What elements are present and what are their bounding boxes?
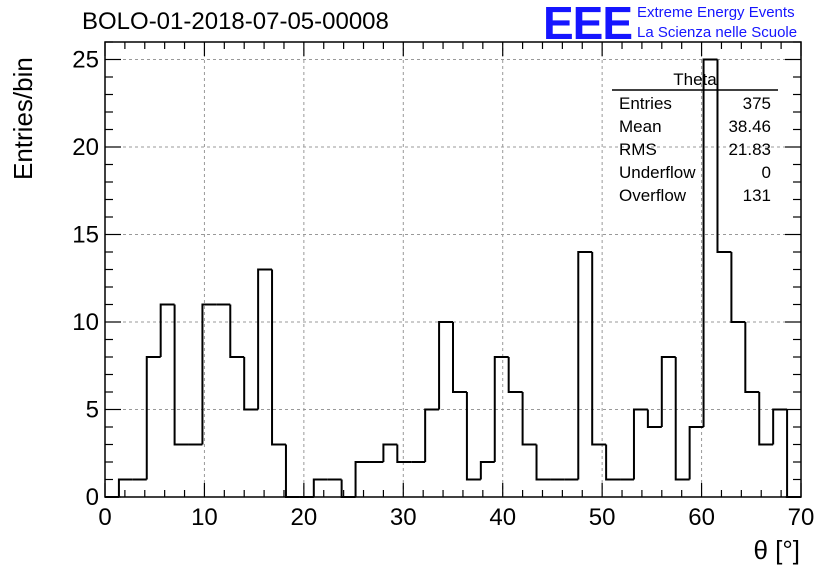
x-tick-label: 20 — [291, 504, 318, 531]
stats-title: Theta — [673, 70, 717, 89]
histogram-bin — [257, 268, 273, 410]
histogram-bin — [354, 461, 370, 497]
stats-row: RMS 21.83 — [619, 140, 771, 162]
y-tick-label: 0 — [86, 484, 99, 511]
histogram-bin — [145, 356, 161, 480]
stats-row: Overflow 131 — [619, 186, 771, 208]
histogram-bin — [674, 357, 690, 481]
stats-value: 131 — [742, 186, 771, 205]
histogram-bin — [479, 461, 495, 480]
histogram-bin — [716, 59, 732, 253]
histogram-bin — [201, 303, 217, 445]
histogram-bin — [632, 408, 648, 480]
histogram-bin — [396, 444, 412, 463]
y-tick-label: 20 — [72, 134, 99, 161]
histogram-bin — [424, 408, 440, 462]
histogram-bin — [591, 252, 607, 446]
histogram-bin — [730, 252, 746, 323]
histogram-bin — [660, 356, 676, 427]
stats-value: 38.46 — [728, 117, 771, 136]
logo-line-2: La Scienza nelle Scuole — [637, 24, 798, 41]
stats-row: Underflow 0 — [619, 163, 771, 185]
x-tick-label: 50 — [589, 504, 616, 531]
histogram-bin — [452, 322, 467, 393]
histogram-bin — [688, 426, 704, 480]
y-axis-label: Entries/bin — [8, 57, 38, 180]
histogram-bin — [117, 478, 133, 497]
stats-key: Underflow — [619, 163, 696, 182]
histogram-bin — [229, 304, 245, 358]
y-tick-label: 15 — [72, 222, 99, 249]
histogram-bin — [577, 251, 593, 480]
histogram-bin — [521, 392, 537, 446]
x-tick-label: 10 — [191, 504, 218, 531]
histogram-bin — [159, 303, 175, 357]
x-tick-label: 40 — [489, 504, 516, 531]
histogram-bin — [758, 392, 774, 446]
histogram-bin — [312, 478, 328, 497]
stats-key: RMS — [619, 140, 657, 159]
stats-key: Mean — [619, 117, 662, 136]
histogram-bin — [744, 322, 760, 393]
x-axis-label: θ [°] — [753, 535, 800, 565]
histogram-bin — [646, 409, 662, 428]
stats-key: Entries — [619, 94, 672, 113]
stats-row: Entries 375 — [619, 94, 771, 116]
stats-row: Mean 38.46 — [619, 117, 771, 139]
x-tick-label: 30 — [390, 504, 417, 531]
stats-value: 0 — [761, 163, 771, 182]
histogram-bin — [465, 392, 481, 481]
histogram-bin — [271, 269, 286, 446]
histogram-bin — [382, 443, 398, 462]
histogram-bin — [535, 444, 551, 481]
y-tick-label: 5 — [86, 397, 99, 424]
histogram-bin — [173, 304, 189, 446]
histogram-bin — [772, 408, 788, 445]
y-tick-label: 10 — [72, 309, 99, 336]
stats-key: Overflow — [619, 186, 687, 205]
histogram-bin — [493, 356, 509, 462]
histogram-bin — [284, 444, 300, 498]
stats-value: 375 — [742, 94, 771, 113]
histogram-bin — [438, 321, 453, 410]
plot-title: BOLO-01-2018-07-05-00008 — [82, 8, 389, 35]
x-tick-label: 0 — [98, 504, 111, 531]
x-tick-label: 70 — [788, 504, 815, 531]
stats-value: 21.83 — [728, 140, 771, 159]
histogram-bin — [243, 357, 259, 411]
y-tick-label: 25 — [72, 47, 99, 74]
logo-line-1: Extreme Energy Events — [637, 4, 795, 21]
histogram-bin — [702, 58, 718, 427]
histogram-bin — [605, 444, 621, 481]
x-tick-label: 60 — [688, 504, 715, 531]
histogram-bin — [507, 357, 523, 393]
eee-logo: EEE — [543, 0, 633, 49]
histogram-bin — [786, 409, 801, 498]
